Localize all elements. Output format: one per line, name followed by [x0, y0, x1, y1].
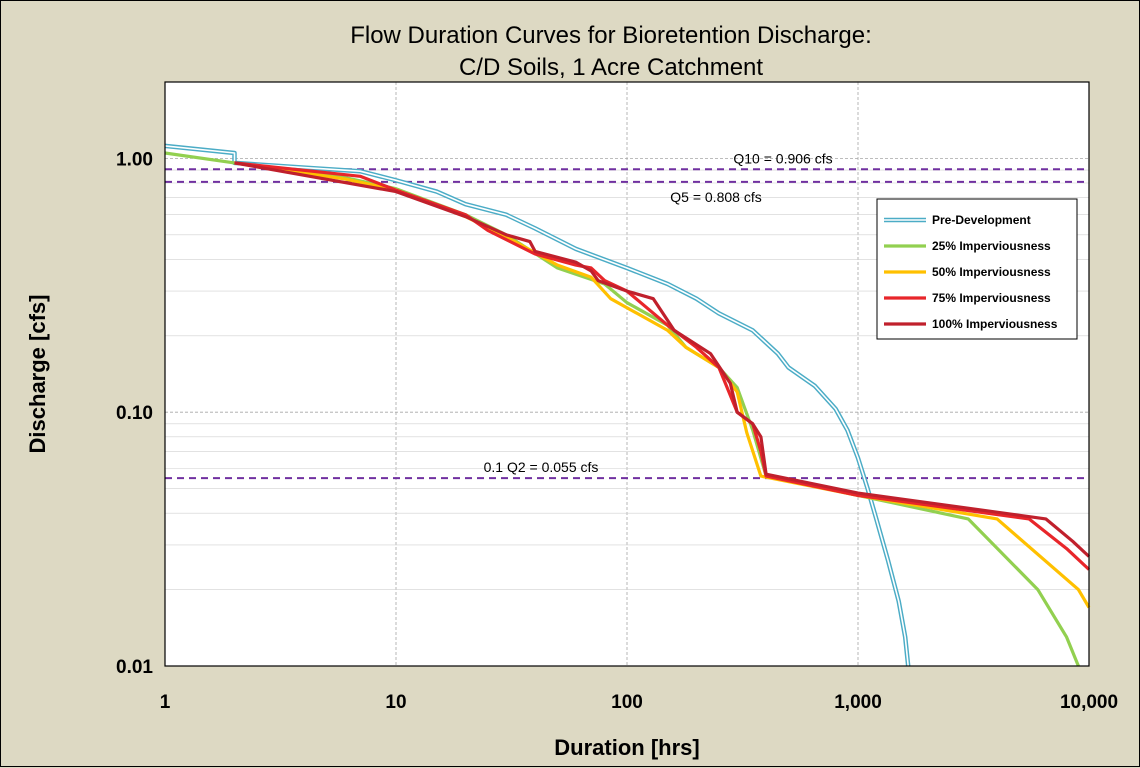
x-tick-label: 100 [611, 692, 643, 713]
y-tick-label: 1.00 [116, 149, 153, 170]
reference-line-label: Q5 = 0.808 cfs [670, 189, 761, 205]
series-lines [164, 143, 1091, 667]
y-tick-label: 0.01 [116, 657, 153, 678]
reference-line-label: 0.1 Q2 = 0.055 cfs [484, 459, 599, 475]
y-axis-title: Discharge [cfs] [25, 295, 50, 454]
legend-label: 50% Imperviousness [932, 265, 1051, 279]
legend-label: 75% Imperviousness [932, 291, 1051, 305]
series-line-inner [164, 145, 909, 667]
chart-subtitle: C/D Soils, 1 Acre Catchment [459, 54, 763, 81]
y-tick-label: 0.10 [116, 403, 153, 424]
plot-border [164, 81, 1090, 667]
x-axis-title: Duration [hrs] [554, 735, 699, 760]
legend-label: 25% Imperviousness [932, 239, 1051, 253]
reference-line-label: Q10 = 0.906 cfs [733, 150, 832, 166]
legend: Pre-Development 25% Imperviousness 50% Imp… [876, 198, 1078, 340]
legend-box [876, 198, 1078, 340]
tick-labels: 1 10 100 1,000 10,000 0.01 0.10 1.00 [116, 149, 1118, 713]
reference-lines: Q10 = 0.906 cfs Q5 = 0.808 cfs 0.1 Q2 = 0.… [165, 150, 1089, 480]
x-tick-label: 1,000 [834, 692, 882, 713]
legend-label: 100% Imperviousness [932, 317, 1058, 331]
x-tick-label: 10,000 [1060, 692, 1118, 713]
chart-title: Flow Duration Curves for Bioretention Di… [350, 22, 872, 49]
series-line [234, 161, 1091, 558]
legend-label: Pre-Development [932, 213, 1031, 227]
x-tick-label: 1 [160, 692, 171, 713]
x-tick-label: 10 [385, 692, 406, 713]
